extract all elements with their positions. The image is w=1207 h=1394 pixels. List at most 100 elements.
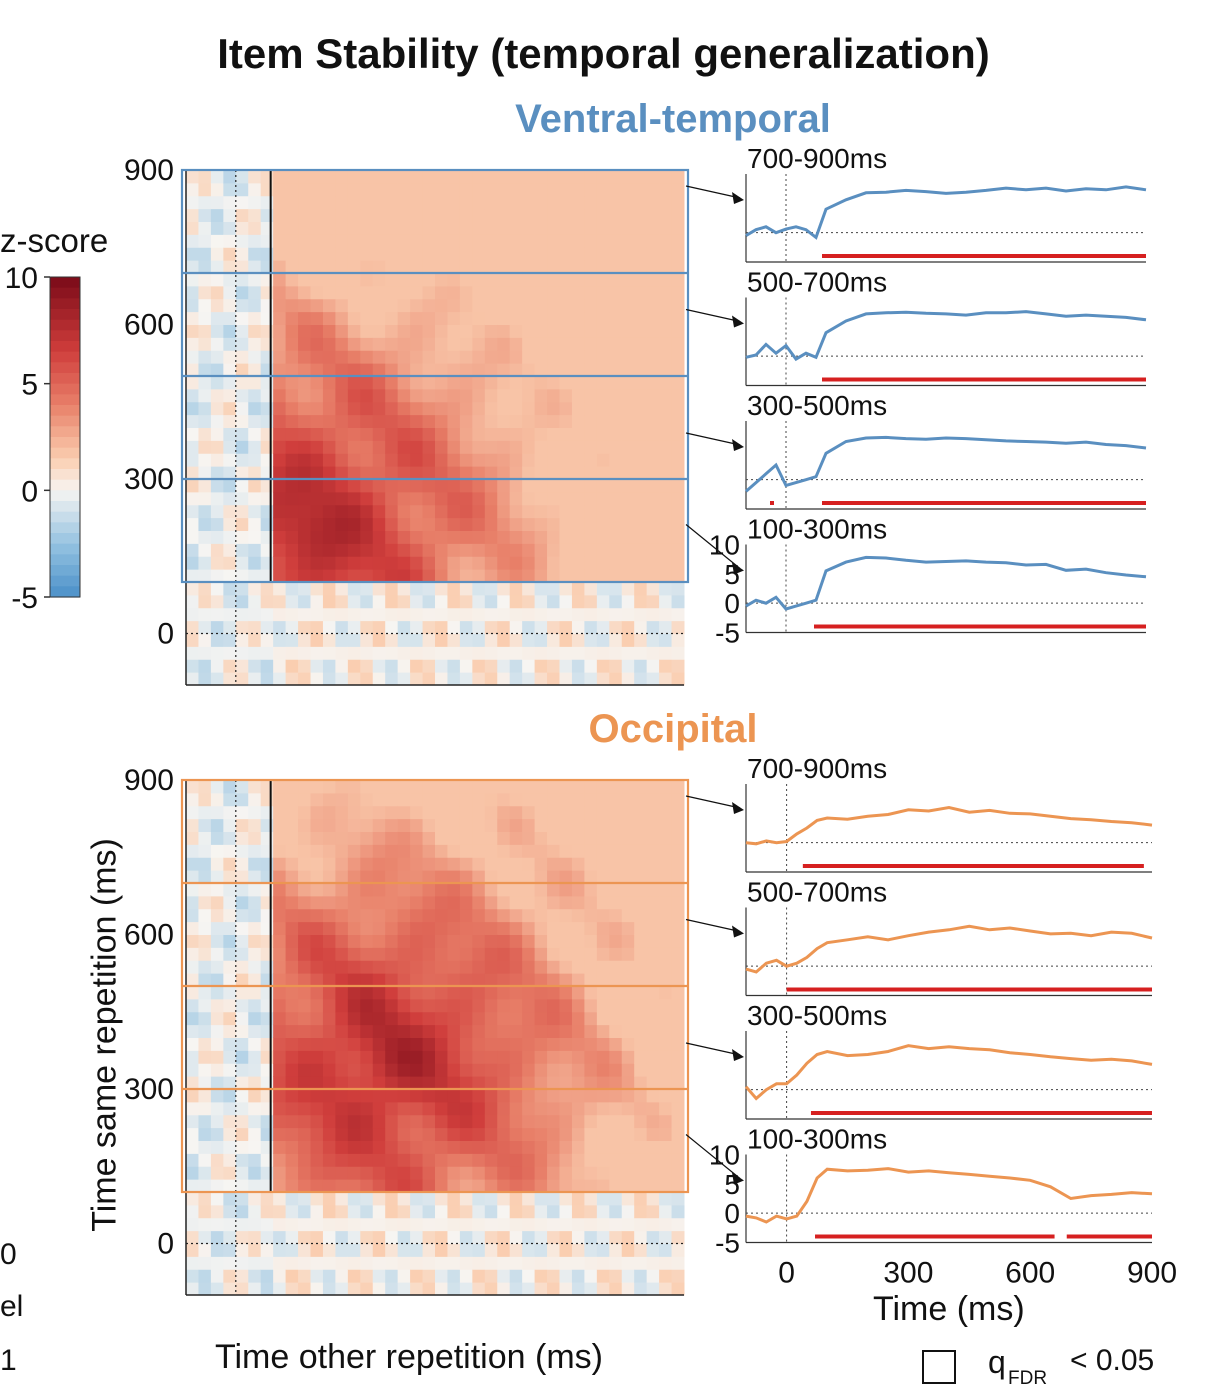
heatmap-cell bbox=[621, 260, 635, 274]
heatmap-cell bbox=[410, 414, 424, 428]
heatmap-cell bbox=[447, 1192, 461, 1206]
heatmap-cell bbox=[634, 620, 648, 634]
heatmap-cell bbox=[347, 1076, 361, 1090]
heatmap-cell bbox=[646, 479, 660, 493]
heatmap-cell bbox=[571, 556, 585, 570]
heatmap-cell bbox=[472, 182, 486, 197]
heatmap-cell bbox=[298, 1153, 311, 1167]
heatmap-cell bbox=[634, 857, 648, 871]
heatmap-cell bbox=[260, 556, 274, 570]
heatmap-cell bbox=[186, 934, 199, 948]
heatmap-cell bbox=[248, 883, 262, 897]
heatmap-cell bbox=[372, 947, 386, 961]
heatmap-cell bbox=[186, 247, 199, 261]
heatmap-cell bbox=[248, 1243, 262, 1257]
heatmap-cell bbox=[322, 934, 336, 948]
heatmap-cell bbox=[447, 594, 461, 609]
heatmap-cell bbox=[347, 594, 361, 609]
heatmap-cell bbox=[671, 298, 685, 313]
heatmap-cell bbox=[509, 1101, 523, 1116]
heatmap-cell bbox=[223, 1204, 237, 1219]
heatmap-cell bbox=[447, 350, 461, 364]
heatmap-cell bbox=[509, 530, 523, 544]
heatmap-cell bbox=[484, 594, 498, 609]
heatmap-cell bbox=[186, 844, 199, 858]
heatmap-cell bbox=[335, 934, 349, 948]
heatmap-cell bbox=[322, 388, 336, 403]
heatmap-cell bbox=[223, 221, 237, 235]
heatmap-cell bbox=[497, 324, 511, 338]
heatmap-cell bbox=[285, 517, 299, 531]
heatmap-cell bbox=[534, 633, 548, 647]
heatmap-cell bbox=[596, 285, 610, 300]
heatmap-cell bbox=[360, 1101, 374, 1116]
heatmap-cell bbox=[360, 659, 374, 673]
heatmap-cell bbox=[584, 947, 598, 961]
heatmap-cell bbox=[435, 247, 448, 261]
heatmap-cell bbox=[298, 1166, 311, 1180]
heatmap-cell bbox=[584, 517, 598, 531]
heatmap-cell bbox=[509, 182, 523, 197]
heatmap-cell bbox=[472, 1166, 486, 1180]
heatmap-cell bbox=[547, 543, 560, 557]
heatmap-cell bbox=[621, 221, 635, 235]
heatmap-cell bbox=[260, 1230, 274, 1244]
heatmap-cell bbox=[559, 780, 573, 794]
heatmap-cell bbox=[435, 504, 448, 519]
heatmap-cell bbox=[621, 440, 635, 454]
heatmap-cell bbox=[335, 1011, 349, 1026]
heatmap-cell bbox=[223, 818, 237, 832]
heatmap-cell bbox=[559, 221, 573, 235]
heatmap-cell bbox=[235, 1037, 249, 1051]
heatmap-cell bbox=[372, 363, 386, 377]
heatmap-cell bbox=[459, 556, 473, 570]
heatmap-cell bbox=[347, 376, 361, 390]
heatmap-cell bbox=[397, 350, 411, 364]
heatmap-cell bbox=[223, 491, 237, 506]
heatmap-cell bbox=[609, 376, 623, 390]
heatmap-cell bbox=[260, 208, 274, 222]
heatmap-cell bbox=[322, 672, 336, 686]
heatmap-cell bbox=[186, 569, 199, 583]
heatmap-cell bbox=[198, 517, 212, 531]
heatmap-cell bbox=[459, 594, 473, 609]
heatmap-cell bbox=[422, 1179, 436, 1193]
heatmap-cell bbox=[248, 659, 262, 673]
heatmap-cell bbox=[634, 1256, 648, 1270]
heatmap-cell bbox=[410, 350, 424, 364]
heatmap-cell bbox=[298, 311, 311, 325]
heatmap-cell bbox=[285, 401, 299, 416]
heatmap-cell bbox=[547, 947, 560, 961]
heatmap-cell bbox=[596, 273, 610, 287]
heatmap-cell bbox=[235, 582, 249, 596]
heatmap-cell bbox=[609, 947, 623, 961]
heatmap-cell bbox=[285, 234, 299, 248]
heatmap-cell bbox=[397, 170, 411, 184]
heatmap-cell bbox=[223, 1140, 237, 1154]
heatmap-cell bbox=[659, 1269, 673, 1283]
heatmap-cell bbox=[584, 311, 598, 325]
heatmap-cell bbox=[596, 1101, 610, 1116]
heatmap-cell bbox=[634, 285, 648, 300]
heatmap-cell bbox=[210, 1217, 224, 1232]
heatmap-cell bbox=[210, 311, 224, 325]
heatmap-cell bbox=[497, 440, 511, 454]
heatmap-cell bbox=[609, 1282, 623, 1296]
heatmap-cell bbox=[285, 792, 299, 807]
heatmap-cell bbox=[210, 633, 224, 647]
heatmap-cell bbox=[186, 182, 199, 197]
heatmap-cell bbox=[422, 195, 436, 210]
heatmap-cell bbox=[671, 273, 685, 287]
heatmap-cell bbox=[198, 780, 212, 794]
heatmap-cell bbox=[335, 170, 349, 184]
heatmap-cell bbox=[422, 998, 436, 1013]
heatmap-cell bbox=[472, 504, 486, 519]
heatmap-cell bbox=[335, 1217, 349, 1232]
heatmap-cell bbox=[484, 998, 498, 1013]
heatmap-cell bbox=[596, 805, 610, 820]
heatmap-cells bbox=[186, 170, 685, 686]
colorbar-step bbox=[50, 479, 80, 491]
heatmap-cell bbox=[260, 543, 274, 557]
heatmap-cell bbox=[571, 921, 585, 935]
heatmap-cell bbox=[273, 921, 287, 935]
